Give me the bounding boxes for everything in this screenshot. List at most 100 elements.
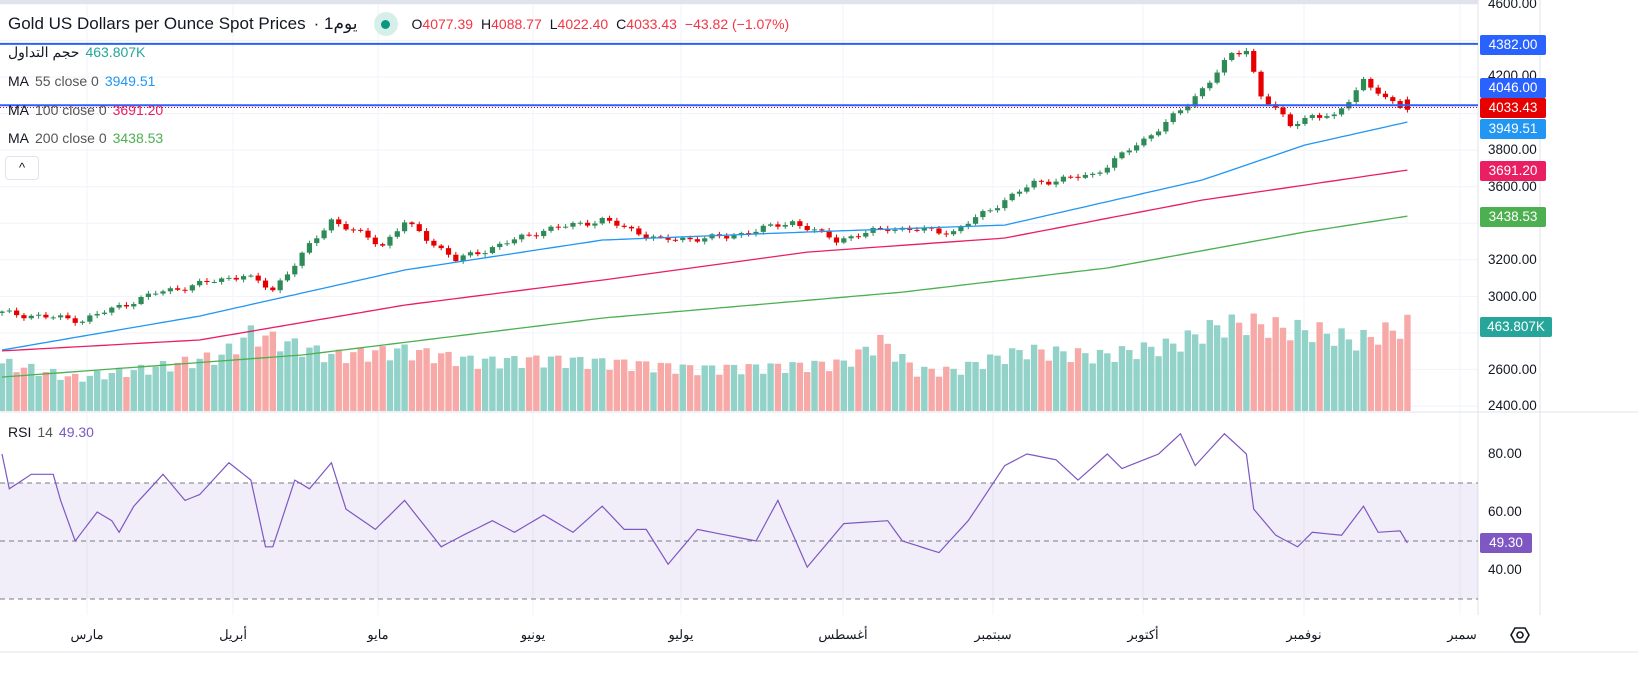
candle	[1236, 53, 1242, 55]
open-label: O	[411, 16, 423, 32]
price-tick: 3000.00	[1488, 289, 1537, 304]
horizontal-line-price-label[interactable]: 4046.00	[1480, 78, 1546, 98]
candle	[1258, 71, 1264, 97]
volume-bar	[694, 375, 701, 411]
rsi-legend[interactable]: RSI 14 49.30	[8, 424, 94, 440]
volume-legend[interactable]: حجم التداول 463.807K	[8, 44, 145, 61]
candle	[1309, 115, 1315, 118]
volume-bar	[364, 361, 372, 411]
candle	[980, 211, 986, 218]
volume-bar	[6, 358, 13, 411]
candle	[819, 229, 825, 231]
candle	[994, 208, 1001, 211]
horizontal-line-price-label[interactable]: 4382.00	[1480, 35, 1546, 55]
volume-bar	[1082, 353, 1089, 411]
volume-bar	[93, 370, 101, 411]
candle	[453, 254, 459, 262]
volume-bar	[1199, 343, 1206, 411]
volume-bar	[328, 353, 335, 411]
volume-bar	[0, 363, 6, 411]
volume-bar	[459, 356, 467, 411]
candle	[533, 235, 539, 237]
price-tick: 4600.00	[1488, 0, 1537, 11]
volume-bar	[320, 362, 328, 411]
volume-bar	[1250, 313, 1257, 411]
volume-bar	[1118, 346, 1126, 411]
volume-bar	[584, 368, 591, 411]
candle	[167, 288, 173, 292]
ma55-legend[interactable]: MA 55 close 0 3949.51	[8, 73, 155, 89]
candle	[175, 288, 181, 290]
candle	[358, 229, 364, 231]
candle	[1287, 114, 1293, 127]
ma100-legend[interactable]: MA 100 close 0 3691.20	[8, 102, 163, 118]
volume-bar	[438, 353, 445, 411]
symbol-title[interactable]: Gold US Dollars per Ounce Spot Prices	[8, 14, 306, 33]
ohlc-values: O4077.39 H4088.77 L4022.40 C4033.43 −43.…	[412, 16, 790, 32]
candle	[702, 238, 708, 242]
candle	[658, 236, 664, 238]
volume-bar	[621, 359, 628, 411]
volume-bar	[1396, 338, 1404, 411]
candle	[416, 224, 422, 232]
settings-icon[interactable]	[1510, 625, 1530, 645]
month-label: أكتوبر	[1127, 627, 1159, 642]
candle	[599, 217, 605, 224]
candle	[292, 265, 298, 275]
candle	[1360, 78, 1367, 91]
candle	[760, 225, 766, 232]
volume-price-label: 463.807K	[1480, 317, 1552, 337]
volume-bar	[1294, 319, 1301, 411]
collapse-legend-button[interactable]: ^	[5, 156, 39, 180]
volume-bar	[350, 352, 357, 411]
candle	[28, 315, 34, 319]
volume-bar	[994, 355, 1001, 411]
volume-bar	[891, 361, 899, 411]
candle	[1016, 191, 1023, 194]
volume-bar	[599, 358, 606, 411]
volume-bar	[679, 364, 686, 411]
volume-bar	[240, 337, 247, 411]
candle	[870, 227, 876, 233]
volume-bar	[525, 357, 533, 411]
candle	[585, 222, 591, 226]
candle	[936, 228, 942, 234]
volume-bar	[1206, 320, 1213, 411]
candle	[1317, 115, 1323, 118]
volume-bar	[269, 331, 277, 411]
volume-bar	[847, 366, 855, 411]
volume-bar	[386, 360, 394, 411]
volume-bar	[935, 376, 943, 411]
volume-bar	[445, 351, 452, 411]
candle	[409, 222, 415, 225]
candle	[1265, 96, 1271, 105]
candle	[475, 252, 481, 255]
interval-label[interactable]: · 1يوم	[313, 14, 358, 33]
volume-bar	[577, 356, 584, 411]
volume-bar	[79, 381, 86, 411]
ma200-price-label: 3438.53	[1480, 207, 1546, 227]
candle	[277, 280, 283, 291]
volume-bar	[255, 346, 262, 411]
candle	[423, 231, 430, 241]
ma200-legend[interactable]: MA 200 close 0 3438.53	[8, 130, 163, 146]
volume-bar	[642, 361, 650, 411]
candle	[972, 217, 979, 224]
volume-bar	[965, 361, 972, 411]
candle	[57, 315, 64, 318]
candle	[240, 276, 247, 280]
volume-bar	[774, 363, 782, 411]
price-tick: 2600.00	[1488, 362, 1537, 377]
candle	[219, 278, 225, 282]
candle	[548, 226, 554, 231]
volume-bar	[760, 373, 767, 411]
volume-bar	[72, 373, 79, 411]
volume-bar	[979, 369, 987, 411]
candle	[1199, 88, 1206, 97]
candle	[768, 224, 774, 226]
candle	[987, 210, 993, 212]
volume-bar	[1265, 337, 1272, 411]
market-status-icon[interactable]	[373, 12, 398, 36]
month-label: سبتمبر	[974, 627, 1012, 642]
